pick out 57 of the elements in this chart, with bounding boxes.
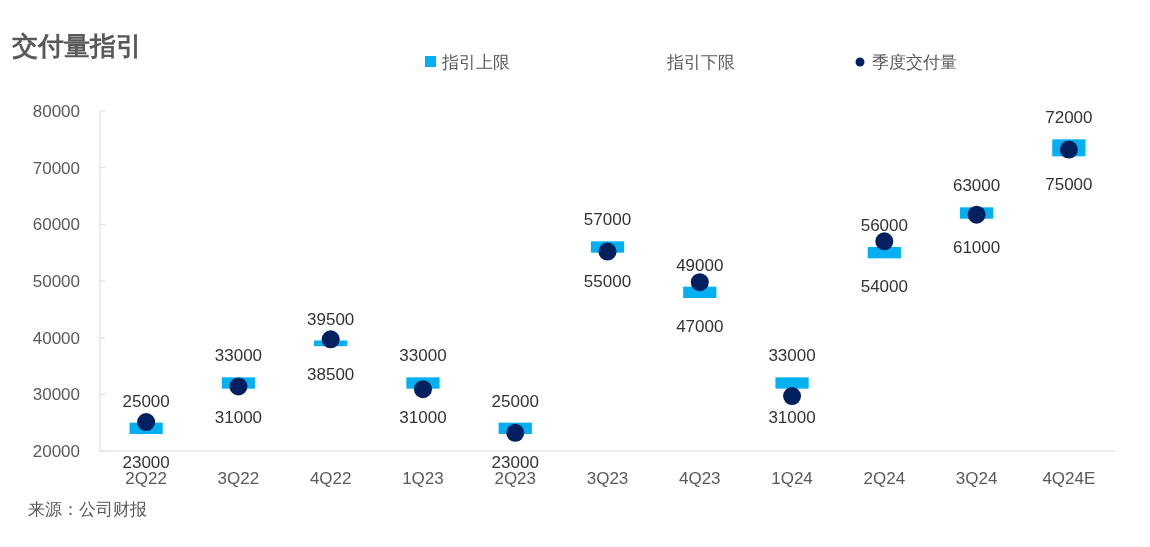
point xyxy=(506,423,525,442)
x-tick-label: 3Q22 xyxy=(217,469,260,488)
annotation: 31000 xyxy=(214,407,263,427)
annotation: 33000 xyxy=(768,346,816,366)
point xyxy=(229,377,248,396)
annotation: 49000 xyxy=(676,255,724,275)
x-tick-label: 2Q24 xyxy=(863,469,906,488)
y-tick-label: 20000 xyxy=(32,442,80,461)
legend-label: 季度交付量 xyxy=(872,53,957,72)
annotation: 47000 xyxy=(676,317,724,336)
point xyxy=(967,205,986,224)
annotation: 33000 xyxy=(399,346,447,366)
y-tick-label: 30000 xyxy=(32,385,80,405)
point xyxy=(413,380,432,399)
y-tick-label: 40000 xyxy=(32,328,80,348)
x-tick-label: 1Q24 xyxy=(771,469,813,488)
annotation: 72000 xyxy=(1045,108,1093,128)
annotation: 57000 xyxy=(583,210,632,230)
y-tick-label: 60000 xyxy=(32,215,80,235)
x-tick-label: 2Q23 xyxy=(494,469,537,488)
annotation: 55000 xyxy=(583,271,632,291)
text: 指引下限 xyxy=(667,53,735,72)
annotation: 33000 xyxy=(214,346,263,366)
annotation: 61000 xyxy=(952,237,1001,257)
y-tick-label: 70000 xyxy=(32,158,80,178)
annotation: 54000 xyxy=(860,277,908,297)
bar xyxy=(775,377,809,389)
y-tick-label: 50000 xyxy=(32,272,80,291)
annotation: 31000 xyxy=(399,407,447,427)
annotation: 63000 xyxy=(952,176,1001,196)
annotation: 23000 xyxy=(491,453,539,472)
point xyxy=(690,273,709,292)
x-tick-label: 3Q24 xyxy=(955,469,998,488)
x-tick-label: 4Q24E xyxy=(1042,469,1096,488)
annotation: 75000 xyxy=(1045,175,1093,195)
point xyxy=(321,330,340,349)
point xyxy=(783,387,802,406)
annotation: 23000 xyxy=(122,453,170,472)
point xyxy=(598,242,617,261)
x-tick-label: 3Q23 xyxy=(586,469,629,488)
x-tick-label: 2Q22 xyxy=(125,469,167,488)
legend-label: 指引上限 xyxy=(441,53,510,72)
x-tick-label: 4Q22 xyxy=(309,469,352,488)
chart-title: 交付量指引 xyxy=(11,31,142,61)
annotation: 39500 xyxy=(307,309,355,329)
point xyxy=(1059,140,1078,159)
y-tick-label: 80000 xyxy=(32,102,80,121)
annotation: 38500 xyxy=(307,365,355,385)
annotation: 25000 xyxy=(491,391,539,411)
annotation: 25000 xyxy=(122,391,170,411)
annotation: 31000 xyxy=(768,407,816,427)
point xyxy=(875,232,894,251)
x-tick-label: 4Q23 xyxy=(678,469,721,488)
source-note: 来源：公司财报 xyxy=(28,500,147,519)
x-tick-label: 1Q23 xyxy=(402,469,444,488)
annotation: 56000 xyxy=(860,216,908,235)
point xyxy=(137,413,156,432)
